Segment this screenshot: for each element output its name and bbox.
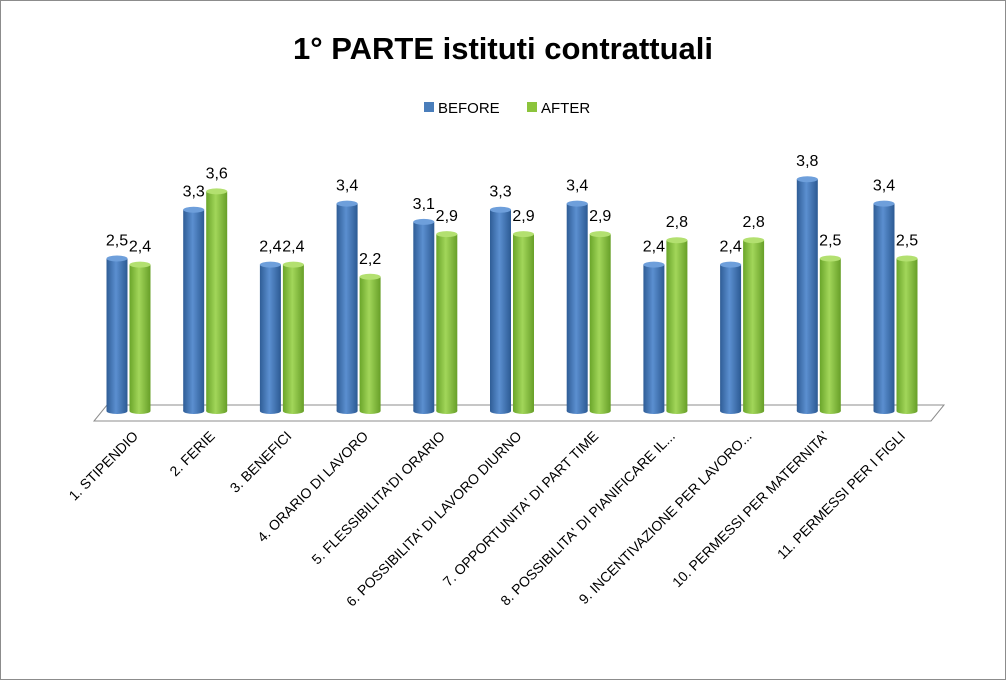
category-label-6: 6. POSSIBILITA' DI LAVORO DIURNO	[343, 428, 525, 610]
bar-after-2	[206, 188, 228, 414]
data-label-after-2: 3,6	[206, 165, 228, 182]
data-label-before-3: 2,4	[259, 239, 281, 256]
category-label-10: 10. PERMESSI PER MATERNITA'	[669, 428, 831, 590]
legend-swatch-before	[424, 102, 434, 112]
bar-before-3	[259, 261, 281, 414]
category-label-3: 3. BENEFICI	[227, 428, 295, 496]
legend-label-after: AFTER	[541, 100, 590, 117]
bar-after-10	[819, 255, 841, 414]
bar-after-9	[743, 237, 765, 414]
legend-label-before: BEFORE	[438, 100, 500, 117]
data-label-after-5: 2,9	[436, 208, 458, 225]
category-label-5: 5. FLESSIBILITA'DI ORARIO	[308, 428, 448, 568]
bars-layer	[106, 176, 918, 414]
category-label-2: 2. FERIE	[166, 428, 217, 479]
data-label-after-4: 2,2	[359, 251, 381, 268]
bar-after-1	[129, 261, 151, 414]
bar-before-10	[796, 176, 818, 414]
data-label-before-9: 2,4	[719, 239, 741, 256]
data-label-before-8: 2,4	[643, 239, 665, 256]
data-label-before-2: 3,3	[183, 184, 205, 201]
data-label-after-1: 2,4	[129, 239, 151, 256]
legend: BEFORE AFTER	[424, 100, 590, 117]
bar-after-3	[282, 261, 304, 414]
data-label-before-10: 3,8	[796, 153, 818, 170]
bar-before-4	[336, 200, 358, 414]
bar-before-8	[643, 261, 665, 414]
data-label-after-6: 2,9	[512, 208, 534, 225]
data-label-before-4: 3,4	[336, 178, 358, 195]
category-label-7: 7. OPPORTUNITA' DI PART TIME	[440, 428, 602, 590]
chart-title: 1° PARTE istituti contrattuali	[293, 31, 713, 66]
category-label-11: 11. PERMESSI PER I FIGLI	[774, 428, 908, 562]
data-labels-layer: 2,5 2,43,33,62,4 2,43,42,23,12,93,32,93,42…	[106, 153, 918, 268]
data-label-before-6: 3,3	[489, 184, 511, 201]
category-label-8: 8. POSSIBILITA' DI PIANIFICARE IL...	[497, 428, 678, 609]
bar-before-9	[720, 261, 742, 414]
data-label-before-5: 3,1	[413, 196, 435, 213]
data-label-after-11: 2,5	[896, 233, 918, 250]
data-label-before-1: 2,5	[106, 233, 128, 250]
bar-after-8	[666, 237, 688, 414]
data-label-after-10: 2,5	[819, 233, 841, 250]
bar-after-5	[436, 231, 458, 414]
category-label-1: 1. STIPENDIO	[65, 428, 141, 504]
legend-swatch-after	[527, 102, 537, 112]
bar-before-5	[413, 218, 435, 414]
bar-before-7	[566, 200, 588, 414]
bar-after-7	[589, 231, 611, 414]
bar-before-1	[106, 255, 128, 414]
bar-before-6	[490, 206, 511, 414]
data-label-before-7: 3,4	[566, 178, 588, 195]
bar-before-2	[183, 206, 205, 414]
bar-before-11	[873, 200, 895, 414]
bar-after-4	[359, 273, 381, 414]
bar-after-11	[896, 255, 918, 414]
data-label-after-3: 2,4	[282, 239, 304, 256]
bar-after-6	[513, 231, 534, 414]
data-label-after-8: 2,8	[666, 214, 688, 231]
data-label-before-11: 3,4	[873, 178, 895, 195]
data-label-after-9: 2,8	[742, 214, 764, 231]
data-label-after-7: 2,9	[589, 208, 611, 225]
category-label-9: 9. INCENTIVAZIONE PER LAVORO...	[575, 428, 754, 607]
